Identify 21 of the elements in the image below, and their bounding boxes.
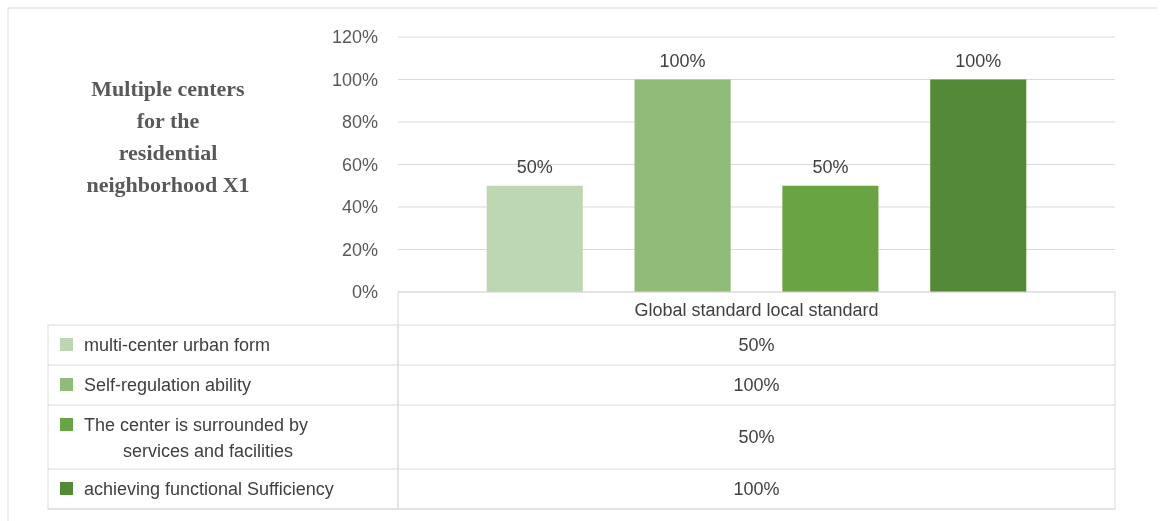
text: 100% [733,479,780,500]
legend-label: Self-regulation ability [84,375,252,396]
text: 50% [738,335,775,356]
legend-label: The center is surrounded by services and facilities [84,415,309,462]
y-tick-label: 0% [351,282,378,303]
text: Multiple centers for the residential neighborhood X1 [86,76,250,197]
legend-label: multi-center urban form [84,335,271,356]
data-label: 50% [812,156,849,177]
y-tick-label: 40% [341,197,378,218]
text: 100% [733,375,780,396]
data-label: 100% [659,50,706,71]
y-tick-label: 120% [331,27,378,48]
data-label: 100% [955,50,1002,71]
legend-label: achieving functional Sufficiency [84,479,334,500]
y-tick-label: 80% [341,112,378,133]
y-tick-label: 20% [341,239,378,260]
x-tick-label: Global standard local standard [634,300,879,321]
data-label: 50% [516,156,553,177]
y-tick-label: 60% [341,154,378,175]
text: 50% [738,427,775,448]
y-tick-label: 100% [331,69,378,90]
